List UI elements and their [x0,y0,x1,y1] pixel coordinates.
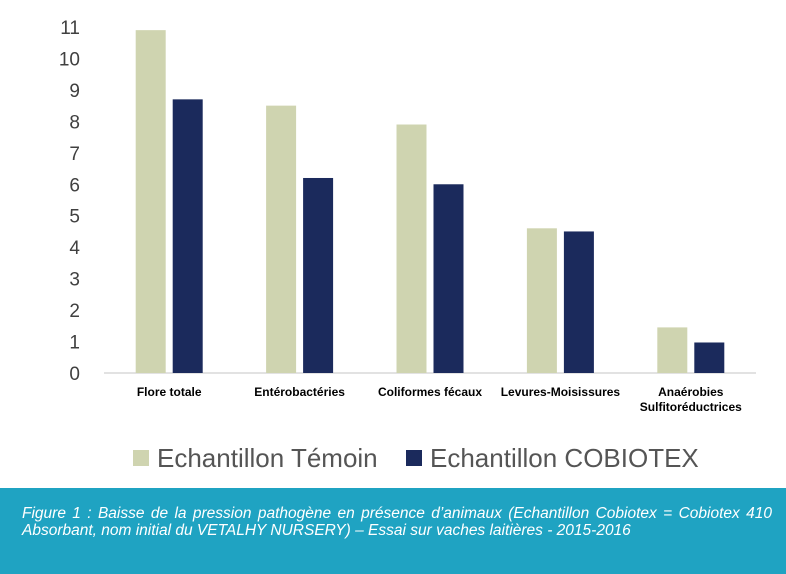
bar-cobiotex-0 [172,99,203,373]
figure-caption: Figure 1 : Baisse de la pression pathogè… [0,488,786,574]
y-tick-label-10: 10 [59,49,80,70]
x-category-label-2: Coliformes fécaux [378,385,482,399]
x-category-label-1: Entérobactéries [254,385,345,399]
legend-item-cobiotex: Echantillon COBIOTEX [406,438,699,478]
bar-cobiotex-4 [694,342,725,373]
y-tick-label-7: 7 [69,144,80,165]
chart-svg: 0 1 2 3 4 5 6 7 8 9 10 11 Flore totale Entérobactérie… [59,18,756,414]
bar-temoin-4 [657,327,688,373]
x-category-label-line: Sulfitoréductrices [640,400,742,414]
x-category-label-line: Flore totale [137,385,202,399]
x-category-label-line: Coliformes fécaux [378,385,482,399]
x-category-label-line: Anaérobies [658,385,724,399]
y-tick-label-0: 0 [69,364,80,385]
bar-cobiotex-1 [303,177,334,373]
x-category-label-line: Levures-Moisissures [501,385,621,399]
bar-chart: 0 1 2 3 4 5 6 7 8 9 10 11 Flore totale Entérobactérie… [59,18,756,414]
legend: Echantillon Témoin Echantillon COBIOTEX [0,438,786,478]
figure-caption-text: Figure 1 : Baisse de la pression pathogè… [22,505,772,539]
bar-temoin-0 [135,30,166,374]
x-category-label-0: Flore totale [137,385,202,399]
y-tick-label-2: 2 [69,301,80,322]
bar-cobiotex-3 [563,231,594,373]
y-tick-label-9: 9 [69,81,80,102]
legend-label-temoin: Echantillon Témoin [157,442,378,473]
y-tick-label-1: 1 [69,333,80,354]
y-tick-label-3: 3 [69,270,80,291]
legend-swatch-temoin [133,450,149,466]
bar-cobiotex-2 [433,184,464,373]
y-tick-label-5: 5 [69,207,80,228]
bar-temoin-2 [396,124,427,373]
y-tick-label-4: 4 [69,238,80,259]
y-tick-label-6: 6 [69,175,80,196]
x-category-label-3: Levures-Moisissures [501,385,621,399]
legend-swatch-cobiotex [406,450,422,466]
x-category-label-line: Entérobactéries [254,385,345,399]
legend-label-cobiotex: Echantillon COBIOTEX [430,442,699,473]
x-category-label-4: Anaérobies Sulfitoréductrices [640,385,742,414]
bar-temoin-1 [266,105,297,374]
y-tick-label-8: 8 [69,112,80,133]
legend-item-temoin: Echantillon Témoin [133,438,378,478]
bar-temoin-3 [526,228,557,373]
y-tick-label-11: 11 [60,18,80,39]
